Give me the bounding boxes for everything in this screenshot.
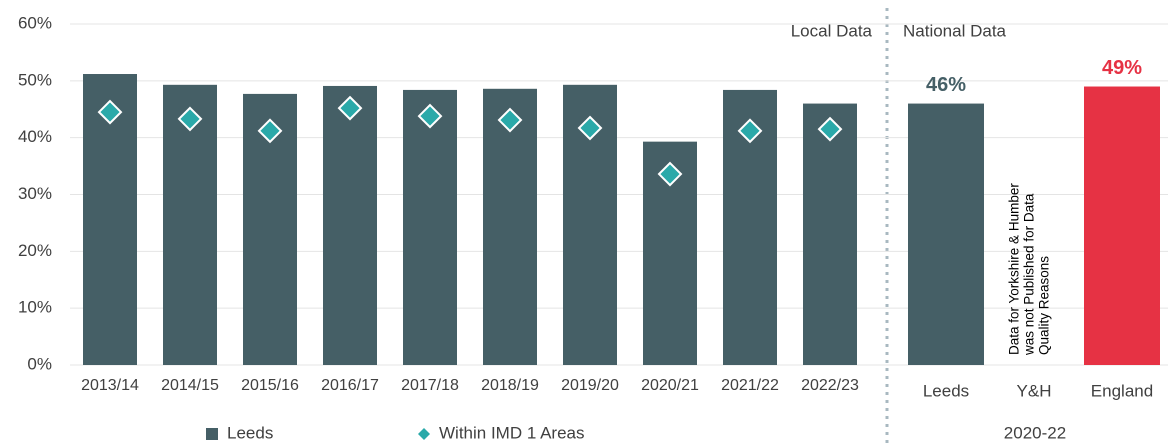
x-tick-label: 2022/23 bbox=[801, 377, 859, 394]
legend-label: Leeds bbox=[227, 423, 273, 442]
bar bbox=[323, 85, 377, 365]
legend-label: Within IMD 1 Areas bbox=[439, 423, 585, 442]
annotation-line: was not Published for Data bbox=[1022, 193, 1037, 356]
bar bbox=[163, 84, 217, 365]
x-tick-label: 2017/18 bbox=[401, 377, 459, 394]
bar bbox=[1084, 86, 1160, 366]
y-tick-label: 50% bbox=[18, 70, 52, 89]
bar bbox=[483, 88, 537, 365]
annotation-line: Quality Reasons bbox=[1037, 256, 1052, 355]
x-tick-label: 2014/15 bbox=[161, 377, 219, 394]
diamond-marker bbox=[497, 107, 523, 133]
y-tick-label: 10% bbox=[18, 298, 52, 317]
y-tick-label: 30% bbox=[18, 184, 52, 203]
x-tick-label: England bbox=[1091, 381, 1153, 400]
diamond-marker bbox=[577, 115, 603, 141]
y-tick-label: 20% bbox=[18, 241, 52, 260]
x-tick-label: Y&H bbox=[1017, 381, 1052, 400]
diamond-marker bbox=[337, 95, 363, 121]
diamond-marker bbox=[817, 116, 843, 142]
bar bbox=[803, 103, 857, 366]
diamond-marker bbox=[257, 118, 283, 144]
diamond-marker bbox=[737, 118, 763, 144]
x-tick-label: 2018/19 bbox=[481, 377, 539, 394]
diamond-marker bbox=[177, 106, 203, 132]
annotation-line: Data for Yorkshire & Humber bbox=[1007, 183, 1022, 355]
national-title: National Data bbox=[903, 21, 1007, 40]
x-tick-label: 2016/17 bbox=[321, 377, 379, 394]
data-label: 49% bbox=[1102, 57, 1142, 79]
bar bbox=[403, 89, 457, 365]
legend-marker bbox=[418, 428, 430, 440]
diamond-marker bbox=[657, 161, 683, 187]
legend-marker bbox=[206, 428, 218, 440]
y-tick-label: 40% bbox=[18, 127, 52, 146]
bar bbox=[908, 103, 984, 366]
y-tick-label: 60% bbox=[18, 13, 52, 32]
x-tick-label: 2015/16 bbox=[241, 377, 299, 394]
x-tick-label: 2020/21 bbox=[641, 377, 699, 394]
x-tick-label: 2021/22 bbox=[721, 377, 779, 394]
diamond-marker bbox=[417, 103, 443, 129]
annotation: Data for Yorkshire & Humber was not Publi… bbox=[1007, 183, 1052, 356]
x-tick-label: 2013/14 bbox=[81, 377, 139, 394]
diamond-marker bbox=[97, 99, 123, 125]
x-tick-label: 2019/20 bbox=[561, 377, 619, 394]
x-tick-label: Leeds bbox=[923, 381, 969, 400]
y-tick-label: 0% bbox=[27, 354, 52, 373]
local-title: Local Data bbox=[791, 21, 873, 40]
data-label: 46% bbox=[926, 74, 966, 96]
x-axis-label: 2020-22 bbox=[1004, 423, 1066, 442]
